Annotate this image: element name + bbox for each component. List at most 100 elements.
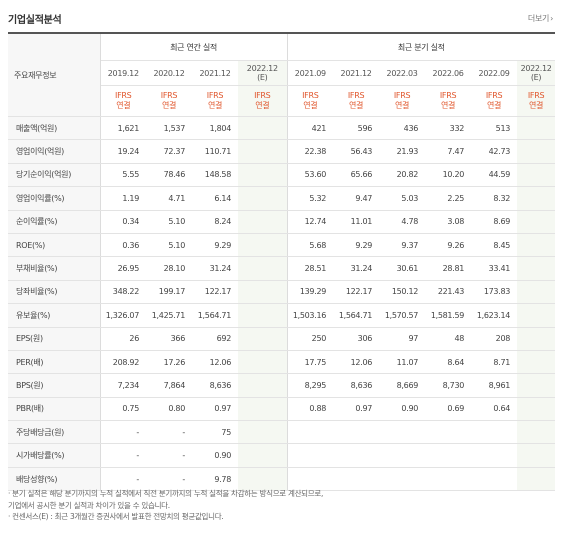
quarter-value <box>471 467 518 492</box>
footnote-line: · 분기 실적은 해당 분기까지의 누적 실적에서 직전 분기까지의 누적 실적… <box>8 489 324 498</box>
annual-value <box>238 303 288 328</box>
annual-value: 366 <box>146 327 192 351</box>
quarter-value: 11.01 <box>333 210 380 234</box>
quarter-value <box>517 233 556 258</box>
quarter-value <box>425 420 472 445</box>
row-label: 영업이익(억원) <box>8 139 101 164</box>
annual-value: 72.37 <box>146 139 192 164</box>
quarter-value <box>517 467 556 492</box>
ifrs-label: IFRS 연결 <box>471 85 518 117</box>
quarter-value: 44.59 <box>471 163 518 188</box>
row-label: PBR(배) <box>8 397 101 422</box>
row-header: 주요재무정보 <box>8 32 101 117</box>
ifrs-label: IFRS 연결 <box>100 85 146 117</box>
quarter-value: 30.61 <box>379 256 426 281</box>
annual-value: 0.36 <box>100 233 146 258</box>
annual-value: 5.10 <box>146 210 192 234</box>
table-row: 영업이익(억원) 19.24 72.37 110.71 22.38 56.43 21.93 7… <box>8 139 556 164</box>
quarter-value: 221.43 <box>425 280 472 305</box>
more-link[interactable]: 더보기› <box>528 13 553 24</box>
section-title: 기업실적분석 <box>8 15 62 26</box>
quarter-value <box>517 303 556 328</box>
quarter-value: 5.32 <box>287 186 334 211</box>
annual-value: 148.58 <box>192 163 238 188</box>
annual-value <box>238 210 288 234</box>
quarter-value <box>517 397 556 422</box>
ifrs-label: IFRS 연결 <box>238 85 288 117</box>
table-row: BPS(원) 7,234 7,864 8,636 8,295 8,636 8,669 8,73… <box>8 373 556 398</box>
ifrs-label: IFRS 연결 <box>146 85 192 117</box>
annual-period-header: 2019.12 <box>100 60 146 86</box>
quarter-value: 42.73 <box>471 139 518 164</box>
annual-value: - <box>100 467 146 492</box>
annual-period-header: 2021.12 <box>192 60 238 86</box>
annual-value: 5.55 <box>100 163 146 188</box>
group-annual-header: 최근 연간 실적 <box>100 32 288 61</box>
quarter-value: 436 <box>379 116 426 141</box>
row-label: ROE(%) <box>8 233 101 258</box>
table-row: PBR(배) 0.75 0.80 0.97 0.88 0.97 0.90 0.69 0.64 <box>8 397 556 422</box>
quarter-value: 1,581.59 <box>425 303 472 328</box>
ifrs-label: IFRS 연결 <box>517 85 556 117</box>
quarter-value: 7.47 <box>425 139 472 164</box>
annual-value: 17.26 <box>146 350 192 375</box>
table-row: 배당성향(%) - -9.78 <box>8 467 556 492</box>
quarter-value <box>517 163 556 188</box>
table-row: EPS(원) 26 366 692 250 306 97 48 208 <box>8 327 556 351</box>
annual-value: - <box>100 420 146 445</box>
quarter-value <box>425 467 472 492</box>
quarter-value: 8.69 <box>471 210 518 234</box>
quarter-value: 332 <box>425 116 472 141</box>
quarter-value: 9.37 <box>379 233 426 258</box>
quarter-value: 11.07 <box>379 350 426 375</box>
ifrs-label: IFRS 연결 <box>287 85 334 117</box>
annual-value: 5.10 <box>146 233 192 258</box>
annual-value: 0.90 <box>192 443 238 468</box>
quarter-value: 306 <box>333 327 380 351</box>
annual-value: 110.71 <box>192 139 238 164</box>
row-label: 당좌비율(%) <box>8 280 101 305</box>
table-row: 시가배당률(%) - -0.90 <box>8 443 556 468</box>
quarter-value: 0.69 <box>425 397 472 422</box>
quarter-value: 8,636 <box>333 373 380 398</box>
quarter-value <box>287 443 334 468</box>
quarter-value <box>517 373 556 398</box>
quarter-value: 56.43 <box>333 139 380 164</box>
quarter-value: 513 <box>471 116 518 141</box>
quarter-value: 173.83 <box>471 280 518 305</box>
footnote-line: · 컨센서스(E) : 최근 3개월간 증권사에서 발표한 전망치의 평균값입니… <box>8 512 224 521</box>
quarter-value: 21.93 <box>379 139 426 164</box>
quarter-value: 12.74 <box>287 210 334 234</box>
quarter-value: 12.06 <box>333 350 380 375</box>
quarter-value <box>517 256 556 281</box>
annual-value <box>238 186 288 211</box>
row-label: 부채비율(%) <box>8 256 101 281</box>
ifrs-label: IFRS 연결 <box>192 85 238 117</box>
quarter-value: 8.32 <box>471 186 518 211</box>
annual-value: 1.19 <box>100 186 146 211</box>
annual-value: 78.46 <box>146 163 192 188</box>
annual-value <box>238 350 288 375</box>
annual-value: 0.97 <box>192 397 238 422</box>
annual-value: 348.22 <box>100 280 146 305</box>
annual-value: 0.34 <box>100 210 146 234</box>
quarter-value: 139.29 <box>287 280 334 305</box>
annual-value: 26.95 <box>100 256 146 281</box>
footnote-line: 기업에서 공시한 분기 실적과 차이가 있을 수 있습니다. <box>8 500 170 510</box>
annual-value: 7,864 <box>146 373 192 398</box>
financial-table: 주요재무정보 최근 연간 실적 최근 분기 실적 2019.12 2020.12 2021… <box>8 32 556 492</box>
annual-value: - <box>146 420 192 445</box>
quarter-value: 20.82 <box>379 163 426 188</box>
table-row: 유보율(%) 1,326.07 1,425.71 1,564.71 1,503.16 1,… <box>8 303 556 328</box>
quarter-value: 8,669 <box>379 373 426 398</box>
table-row: 주당배당금(원) - -75 <box>8 420 556 445</box>
table-row: 순이익률(%) 0.34 5.10 8.24 12.74 11.01 4.78 3.08 8.6… <box>8 210 556 234</box>
quarter-value <box>517 443 556 468</box>
annual-value: 31.24 <box>192 256 238 281</box>
annual-value: 692 <box>192 327 238 351</box>
table-row: 당좌비율(%) 348.22 199.17 122.17 139.29 122.17 150… <box>8 280 556 305</box>
ifrs-label: IFRS 연결 <box>333 85 380 117</box>
quarter-value: 33.41 <box>471 256 518 281</box>
quarter-value: 596 <box>333 116 380 141</box>
